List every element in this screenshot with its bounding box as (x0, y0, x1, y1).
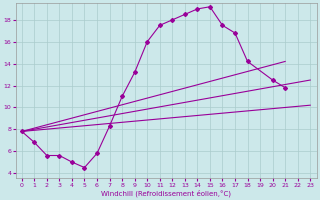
X-axis label: Windchill (Refroidissement éolien,°C): Windchill (Refroidissement éolien,°C) (101, 189, 231, 197)
